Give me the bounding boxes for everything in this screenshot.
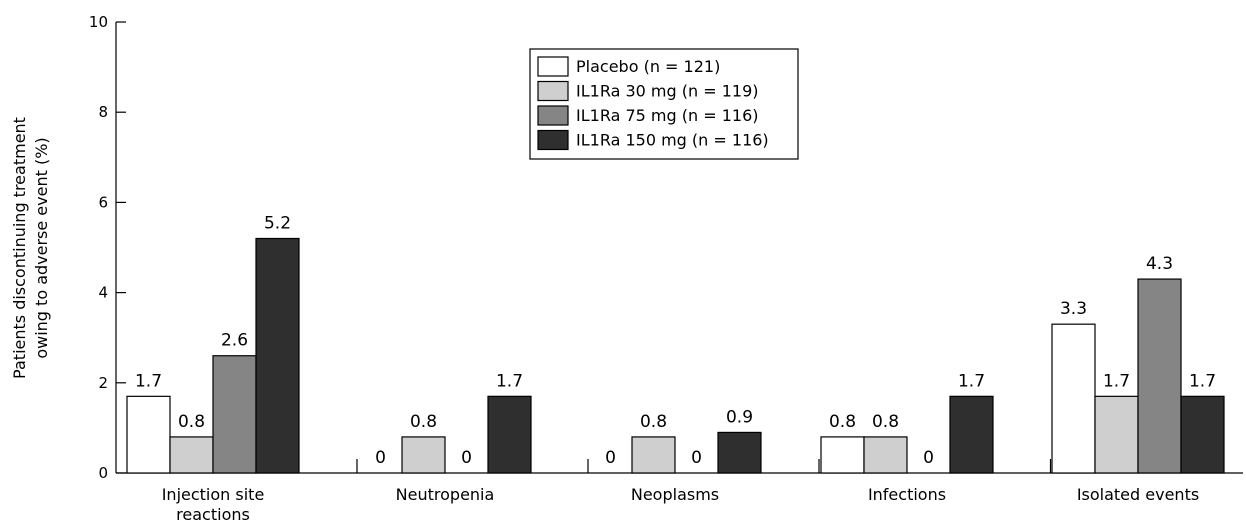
bar-value-label: 1.7 (496, 371, 523, 391)
bar-value-label: 0 (923, 448, 934, 468)
x-category-label: Injection site (162, 485, 265, 504)
bar-value-label: 1.7 (958, 371, 985, 391)
bar-value-label: 5.2 (264, 213, 291, 233)
legend-box (529, 48, 799, 160)
y-tick-label: 4 (98, 284, 108, 302)
x-category-label: Neutropenia (396, 485, 495, 504)
y-axis: 0 2 4 6 8 10 (89, 13, 126, 482)
bar (949, 395, 994, 474)
y-tick-label: 6 (98, 193, 108, 211)
y-tick-label: 10 (89, 13, 108, 31)
legend-swatch (537, 56, 569, 77)
bar-value-label: 0.8 (872, 412, 899, 432)
x-category-label: Neoplasms (631, 485, 719, 504)
y-tick-label: 8 (98, 103, 108, 121)
bar (1051, 323, 1096, 474)
bar-value-label: 0 (605, 448, 616, 468)
legend-label: Placebo (n = 121) (576, 57, 720, 76)
bar (1137, 278, 1182, 474)
bar (487, 395, 532, 474)
legend-swatch (537, 80, 569, 102)
legend-label: IL1Ra 75 mg (n = 116) (576, 106, 758, 125)
bar-value-label: 0.8 (829, 412, 856, 432)
bar-value-label: 0.8 (410, 412, 437, 432)
y-axis-label: Patients discontinuing treatment owing to… (10, 117, 51, 379)
bar-value-label: 0 (691, 448, 702, 468)
x-category-label: Isolated events (1077, 485, 1199, 504)
bar (401, 436, 446, 474)
y-tick-label: 0 (98, 464, 108, 482)
y-tick-label: 2 (98, 374, 108, 392)
bar (631, 436, 676, 474)
bar-value-label: 0 (461, 448, 472, 468)
bar (169, 436, 214, 474)
x-category-label: Infections (868, 485, 946, 504)
legend-label: IL1Ra 150 mg (n = 116) (576, 131, 769, 150)
bar (126, 395, 171, 474)
bar-value-label: 1.7 (1189, 371, 1216, 391)
bar (255, 237, 300, 474)
bar-value-label: 0.8 (640, 412, 667, 432)
bar (863, 436, 908, 474)
bar (1094, 395, 1139, 474)
bar-value-label: 1.7 (135, 371, 162, 391)
y-axis-label-line: Patients discontinuing treatment (10, 117, 29, 379)
x-category-label: reactions (176, 505, 250, 523)
legend-swatch (537, 129, 569, 151)
legend-label: IL1Ra 30 mg (n = 119) (576, 82, 758, 101)
bars (126, 237, 1225, 474)
legend: Placebo (n = 121) IL1Ra 30 mg (n = 119) IL… (529, 48, 799, 160)
bar-value-label: 2.6 (221, 331, 248, 351)
legend-swatch (537, 105, 569, 126)
bar-value-label: 0.8 (178, 412, 205, 432)
bar (212, 355, 257, 474)
bar (717, 431, 762, 474)
bar-value-label: 3.3 (1060, 299, 1087, 319)
bar-value-label: 1.7 (1103, 371, 1130, 391)
bar-value-label: 4.3 (1146, 254, 1173, 274)
data-labels: 1.7 0 0 0.8 3.3 0.8 0.8 0.8 0.8 1.7 2.6 0 0 0 4.3 5.2 1.… (135, 213, 1216, 468)
bar (820, 436, 865, 474)
bar-value-label: 0.9 (726, 407, 753, 427)
y-axis-label-line: owing to adverse event (%) (32, 137, 51, 358)
bar (1180, 395, 1225, 474)
bar-value-label: 0 (375, 448, 386, 468)
